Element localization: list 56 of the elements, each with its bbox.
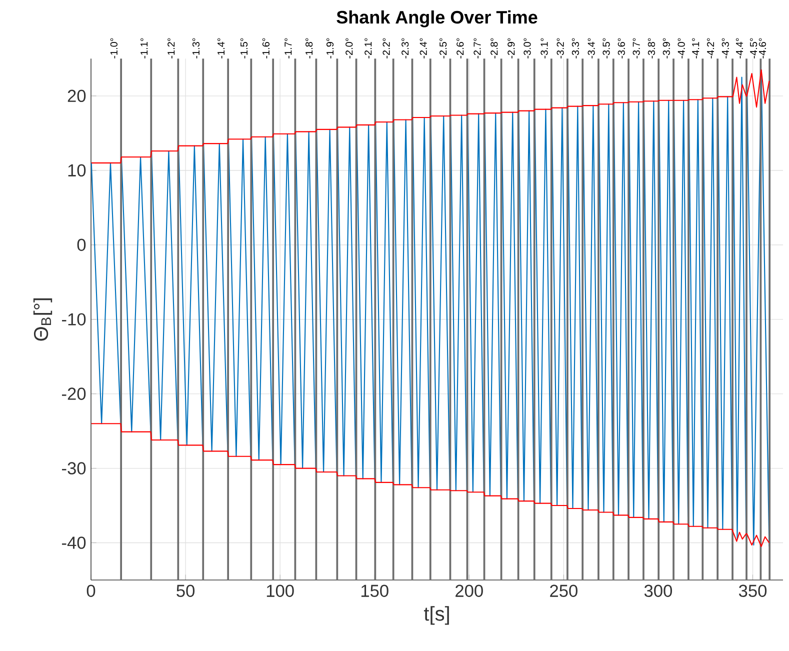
x-tick-label: 250: [550, 584, 578, 597]
annotation: -3.9°: [662, 38, 670, 58]
annotation: -1.5°: [240, 38, 248, 58]
x-tick-label: 300: [644, 584, 672, 597]
annotation: -2.3°: [402, 38, 409, 58]
x-tick-label: 150: [361, 584, 388, 597]
x-tick-label: 100: [266, 584, 294, 597]
y-tick-label: 10: [68, 164, 86, 177]
x-tick-label: 200: [456, 584, 483, 597]
y-tick-label: 20: [68, 90, 86, 102]
annotation: -4.2°: [707, 38, 714, 58]
annotation: -2.8°: [490, 38, 498, 58]
annotation: -2.6°: [456, 38, 464, 58]
annotation: -2.0°: [346, 38, 353, 58]
annotation: -1.9°: [326, 38, 334, 58]
annotation: -3.1°: [540, 38, 548, 58]
annotation: -1.7°: [284, 38, 292, 58]
y-tick-label: 0: [77, 238, 86, 251]
annotation: -2.2°: [382, 38, 390, 58]
x-tick-label: 350: [738, 584, 767, 597]
annotation: -2.4°: [420, 38, 427, 58]
annotation: -1.8°: [306, 38, 313, 58]
annotation: -1.2°: [168, 38, 175, 58]
annotation: -3.0°: [524, 38, 531, 58]
chart-title: Shank Angle Over Time: [336, 10, 538, 28]
line-series: [90, 423, 770, 548]
annotation: -4.1°: [692, 38, 700, 58]
y-tick-label: -40: [62, 536, 86, 549]
y-tick-label: -30: [62, 462, 86, 474]
x-tick-label: 50: [176, 584, 195, 597]
annotation: -3.7°: [632, 38, 640, 58]
annotation: -3.2°: [556, 38, 564, 58]
annotation: -3.4°: [588, 38, 595, 58]
annotation: -2.7°: [474, 38, 481, 58]
x-axis-title: t[s]: [424, 606, 449, 625]
y-axis-title: Θ$_{B}$[°]: [33, 298, 52, 341]
annotation: -4.4°: [736, 38, 743, 58]
annotation: -4.3°: [722, 38, 729, 58]
annotation: -4.0°: [678, 38, 685, 58]
annotation: -2.5°: [440, 38, 447, 58]
annotation: -1.6°: [262, 38, 270, 58]
annotation: -2.1°: [364, 38, 372, 58]
y-tick-label: -10: [62, 313, 86, 326]
annotation: -4.6°: [758, 38, 766, 58]
annotation: -4.5°: [750, 38, 758, 58]
annotation: -3.3°: [572, 38, 579, 58]
y-tick-label: -20: [62, 388, 86, 400]
annotation: -1.4°: [217, 38, 224, 58]
annotation: -3.5°: [602, 38, 610, 58]
annotation: -1.0°: [110, 38, 118, 58]
x-tick-label: 0: [86, 584, 96, 597]
annotation: -1.3°: [192, 38, 200, 58]
annotation: -1.1°: [140, 38, 148, 58]
annotation: -3.6°: [618, 38, 625, 58]
annotation: -3.8°: [648, 38, 655, 58]
annotation: -2.9°: [508, 38, 515, 58]
